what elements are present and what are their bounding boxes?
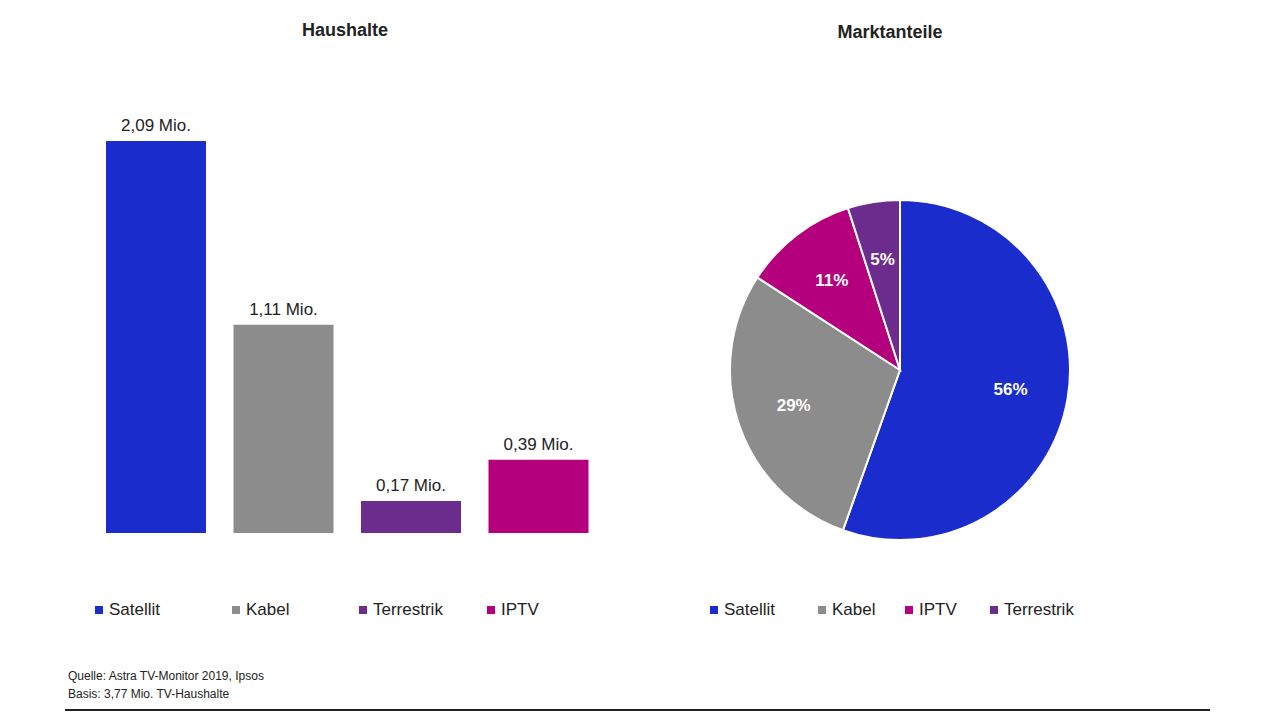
html-text:IPTV: IPTV — [501, 600, 539, 619]
html-text:Basis: 3,77 Mio. TV-Haushalte: Basis: 3,77 Mio. TV-Haushalte — [68, 687, 230, 701]
html-text:Haushalte: Haushalte — [302, 20, 388, 40]
svg-text:1,11 Mio.: 1,11 Mio. — [249, 300, 318, 319]
svg-text:56%: 56% — [994, 380, 1028, 399]
html-text:Satellit: Satellit — [109, 600, 160, 619]
html-text:Satellit: Satellit — [724, 600, 775, 619]
svg-text:11%: 11% — [815, 271, 848, 290]
svg-text:0,17 Mio.: 0,17 Mio. — [376, 476, 446, 495]
html-text:IPTV: IPTV — [919, 600, 957, 619]
html-text:Kabel: Kabel — [246, 600, 290, 619]
html-text:Quelle: Astra TV-Monitor 2019,: Quelle: Astra TV-Monitor 2019, Ipsos — [68, 669, 264, 683]
svg-text:5%: 5% — [870, 250, 895, 269]
svg-text:2,09 Mio.: 2,09 Mio. — [121, 116, 191, 135]
svg-text:0,39 Mio.: 0,39 Mio. — [504, 435, 574, 454]
html-text:Terrestrik: Terrestrik — [1004, 600, 1074, 619]
svg-text:29%: 29% — [777, 396, 811, 415]
html-text:Marktanteile: Marktanteile — [837, 22, 943, 42]
html-text:Kabel: Kabel — [832, 600, 876, 619]
html-text:Terrestrik: Terrestrik — [373, 600, 443, 619]
